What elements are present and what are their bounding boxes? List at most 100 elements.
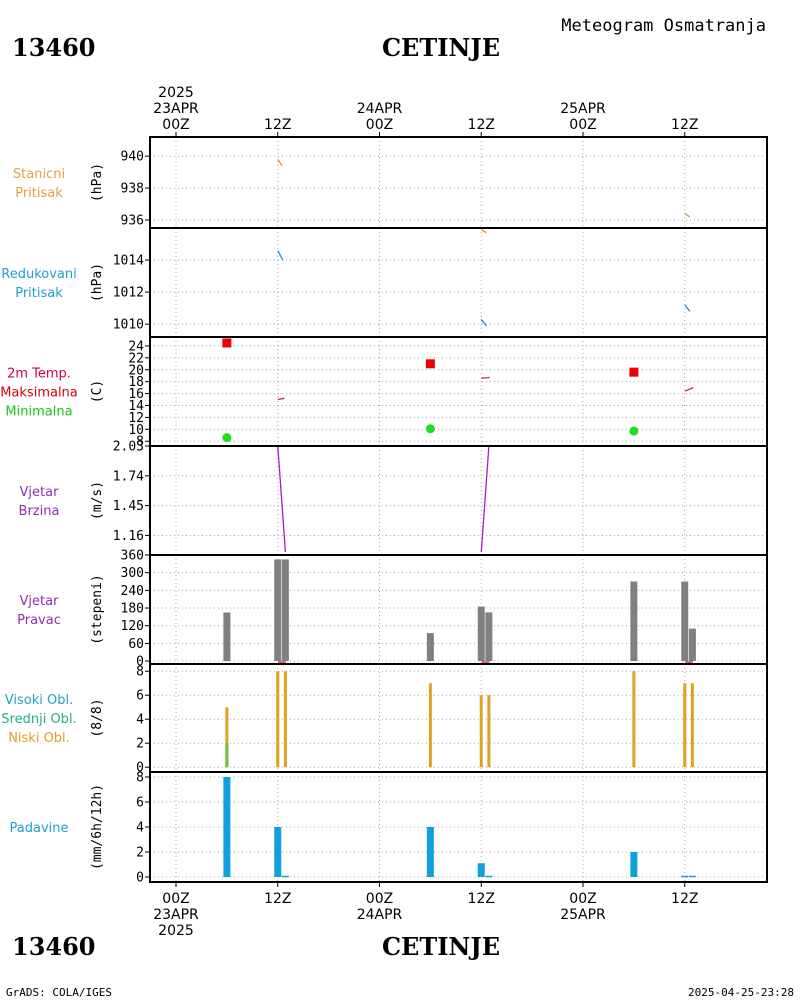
cloud-bar bbox=[690, 683, 694, 768]
unit-label: (C) bbox=[90, 380, 105, 403]
time-label-top: 2025 bbox=[158, 85, 194, 101]
credit-text: GrADS: COLA/IGES bbox=[6, 986, 112, 999]
bar bbox=[426, 827, 434, 877]
plot-area: 936938940(hPa)StanicniPritisak1010101210… bbox=[0, 85, 768, 939]
series-line bbox=[481, 376, 490, 379]
panel-label: Pritisak bbox=[15, 286, 63, 301]
bar bbox=[274, 827, 282, 877]
time-label-bottom: 00Z bbox=[162, 891, 189, 907]
bar bbox=[477, 863, 485, 877]
cloud-bar bbox=[632, 671, 636, 768]
panel-label: Srednji Obl. bbox=[1, 712, 76, 727]
time-label-bottom: 23APR bbox=[153, 907, 199, 923]
product-title: Meteogram Osmatranja bbox=[561, 16, 766, 36]
time-label-bottom: 12Z bbox=[468, 891, 495, 907]
panel-label: Vjetar bbox=[20, 485, 60, 500]
panel-frame bbox=[149, 227, 768, 338]
series-line bbox=[480, 229, 487, 234]
y-tick-label: 60 bbox=[128, 637, 144, 652]
panel-label: Brzina bbox=[19, 504, 60, 519]
bar bbox=[274, 559, 282, 662]
y-tick-label: 16 bbox=[128, 387, 144, 402]
panel-label: Stanicni bbox=[13, 167, 65, 182]
y-tick-label: 180 bbox=[121, 602, 144, 617]
max-temp-marker bbox=[629, 367, 639, 377]
y-tick-label: 4 bbox=[136, 713, 144, 728]
y-tick-label: 0 bbox=[136, 871, 144, 886]
panel-label: Pritisak bbox=[15, 186, 63, 201]
bar bbox=[477, 606, 485, 662]
y-tick-label: 938 bbox=[121, 182, 144, 197]
panel-label: Minimalna bbox=[5, 405, 72, 420]
series-line bbox=[277, 397, 285, 401]
cloud-bar bbox=[225, 707, 229, 768]
y-tick-label: 300 bbox=[121, 566, 144, 581]
y-tick-label: 8 bbox=[136, 771, 144, 786]
series-line bbox=[277, 159, 283, 167]
bar bbox=[688, 875, 696, 878]
bar bbox=[485, 612, 493, 662]
y-tick-label: 6 bbox=[136, 796, 144, 811]
y-tick-label: 0 bbox=[136, 655, 144, 670]
bar bbox=[223, 612, 231, 662]
station-name-bottom: CETINJE bbox=[382, 932, 500, 961]
panel-label: Pravac bbox=[17, 613, 61, 628]
series-line bbox=[480, 318, 487, 327]
panel-label: Maksimalna bbox=[0, 386, 78, 401]
y-tick-label: 8 bbox=[136, 665, 144, 680]
y-tick-label: 4 bbox=[136, 821, 144, 836]
unit-label: (hPa) bbox=[90, 163, 105, 202]
min-temp-marker bbox=[425, 424, 435, 434]
panel-frame bbox=[149, 136, 768, 229]
bar bbox=[681, 875, 689, 878]
cloud-bar bbox=[225, 743, 229, 768]
bar bbox=[426, 633, 434, 662]
time-label-top: 00Z bbox=[162, 117, 189, 133]
y-tick-label: 940 bbox=[121, 150, 144, 165]
bar bbox=[688, 628, 696, 662]
station-name-top: CETINJE bbox=[382, 33, 500, 62]
cloud-bar bbox=[276, 671, 280, 768]
unit-label: (mm/6h/12h) bbox=[90, 784, 105, 870]
y-tick-label: 18 bbox=[128, 375, 144, 390]
y-tick-label: 0 bbox=[136, 761, 144, 776]
time-label-top: 00Z bbox=[569, 117, 596, 133]
y-tick-label: 120 bbox=[121, 619, 144, 634]
cloud-bar bbox=[479, 695, 483, 768]
series-line bbox=[684, 213, 691, 218]
time-label-bottom: 00Z bbox=[366, 891, 393, 907]
bar bbox=[281, 559, 289, 662]
y-tick-label: 1.16 bbox=[113, 529, 144, 544]
cloud-bar bbox=[683, 683, 687, 768]
time-label-top: 12Z bbox=[264, 117, 291, 133]
y-tick-label: 22 bbox=[128, 351, 144, 366]
time-label-top: 12Z bbox=[468, 117, 495, 133]
panel-label: Niski Obl. bbox=[8, 731, 70, 746]
time-label-bottom: 2025 bbox=[158, 923, 194, 939]
time-label-top: 23APR bbox=[153, 101, 199, 117]
time-label-bottom: 25APR bbox=[560, 907, 606, 923]
time-label-top: 25APR bbox=[560, 101, 606, 117]
y-tick-label: 936 bbox=[121, 214, 144, 229]
station-id-bottom: 13460 bbox=[12, 932, 96, 961]
panel-label: Vjetar bbox=[20, 594, 60, 609]
y-tick-label: 1010 bbox=[113, 318, 144, 333]
y-tick-label: 12 bbox=[128, 411, 144, 426]
panel-frame bbox=[149, 445, 768, 556]
series-line bbox=[684, 304, 691, 312]
panel-frame bbox=[149, 771, 768, 883]
unit-label: (8/8) bbox=[90, 698, 105, 737]
time-label-bottom: 12Z bbox=[264, 891, 291, 907]
unit-label: (stepeni) bbox=[90, 574, 105, 644]
bar bbox=[630, 581, 638, 662]
y-tick-label: 360 bbox=[121, 549, 144, 564]
bar bbox=[681, 581, 689, 662]
y-tick-label: 1.45 bbox=[113, 499, 144, 514]
min-temp-marker bbox=[222, 433, 232, 443]
bar bbox=[281, 875, 289, 878]
y-tick-label: 240 bbox=[121, 584, 144, 599]
max-temp-marker bbox=[425, 359, 435, 369]
bar bbox=[485, 875, 493, 878]
series-line bbox=[277, 250, 284, 261]
